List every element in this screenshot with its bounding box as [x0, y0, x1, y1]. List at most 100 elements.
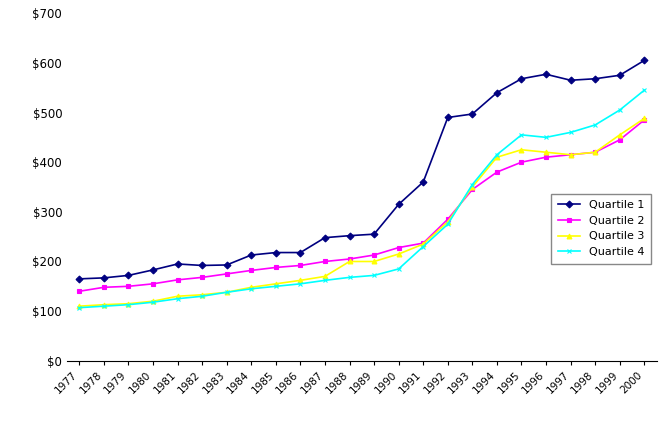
- Quartile 3: [247, 285, 255, 290]
- Quartile 1: [370, 231, 378, 237]
- Quartile 2: [75, 289, 83, 294]
- Quartile 3: [222, 290, 230, 295]
- Quartile 1: [100, 275, 108, 281]
- Legend: Quartile 1, Quartile 2, Quartile 3, Quartile 4: Quartile 1, Quartile 2, Quartile 3, Quar…: [551, 194, 651, 264]
- Quartile 4: [468, 182, 476, 187]
- Quartile 2: [296, 263, 304, 268]
- Quartile 1: [542, 72, 550, 77]
- Quartile 1: [493, 90, 501, 95]
- Quartile 3: [567, 152, 575, 158]
- Quartile 1: [567, 77, 575, 83]
- Quartile 3: [542, 150, 550, 155]
- Quartile 4: [125, 302, 133, 307]
- Quartile 2: [395, 245, 403, 250]
- Quartile 2: [493, 169, 501, 175]
- Quartile 1: [149, 267, 157, 272]
- Quartile 2: [272, 265, 280, 270]
- Quartile 4: [346, 275, 354, 280]
- Quartile 4: [517, 132, 525, 137]
- Quartile 4: [395, 266, 403, 271]
- Quartile 3: [321, 274, 329, 279]
- Quartile 2: [100, 285, 108, 290]
- Quartile 1: [174, 261, 182, 267]
- Quartile 3: [444, 219, 452, 224]
- Quartile 1: [321, 235, 329, 240]
- Quartile 2: [174, 277, 182, 282]
- Quartile 4: [641, 88, 649, 93]
- Quartile 4: [321, 278, 329, 283]
- Quartile 4: [493, 152, 501, 158]
- Quartile 3: [100, 302, 108, 307]
- Line: Quartile 2: Quartile 2: [77, 117, 647, 294]
- Quartile 1: [272, 250, 280, 255]
- Quartile 4: [370, 273, 378, 278]
- Quartile 1: [346, 233, 354, 238]
- Quartile 4: [591, 122, 599, 128]
- Quartile 1: [468, 111, 476, 117]
- Quartile 1: [247, 253, 255, 258]
- Quartile 2: [222, 271, 230, 276]
- Quartile 3: [125, 301, 133, 306]
- Quartile 3: [149, 299, 157, 304]
- Quartile 2: [321, 259, 329, 264]
- Quartile 1: [222, 262, 230, 268]
- Quartile 1: [517, 76, 525, 81]
- Quartile 2: [125, 284, 133, 289]
- Quartile 3: [591, 150, 599, 155]
- Quartile 2: [542, 154, 550, 160]
- Quartile 3: [616, 132, 624, 137]
- Quartile 3: [198, 292, 206, 297]
- Quartile 2: [444, 216, 452, 222]
- Quartile 2: [517, 160, 525, 165]
- Quartile 3: [370, 259, 378, 264]
- Quartile 1: [125, 273, 133, 278]
- Quartile 1: [444, 115, 452, 120]
- Quartile 3: [641, 116, 649, 121]
- Quartile 4: [149, 300, 157, 305]
- Quartile 3: [272, 281, 280, 286]
- Quartile 4: [247, 286, 255, 291]
- Quartile 3: [517, 147, 525, 152]
- Quartile 3: [174, 293, 182, 299]
- Quartile 1: [419, 180, 427, 185]
- Quartile 2: [616, 137, 624, 143]
- Quartile 2: [419, 241, 427, 246]
- Quartile 2: [468, 187, 476, 192]
- Quartile 2: [641, 117, 649, 123]
- Quartile 4: [100, 304, 108, 309]
- Quartile 4: [174, 296, 182, 301]
- Quartile 1: [296, 250, 304, 255]
- Quartile 3: [493, 154, 501, 160]
- Quartile 3: [75, 304, 83, 309]
- Quartile 2: [567, 152, 575, 158]
- Quartile 3: [346, 259, 354, 264]
- Quartile 1: [395, 202, 403, 207]
- Quartile 4: [567, 130, 575, 135]
- Quartile 4: [419, 244, 427, 249]
- Quartile 4: [198, 293, 206, 299]
- Quartile 2: [591, 150, 599, 155]
- Line: Quartile 1: Quartile 1: [77, 58, 647, 281]
- Quartile 2: [198, 275, 206, 280]
- Quartile 4: [272, 284, 280, 289]
- Quartile 2: [247, 268, 255, 273]
- Quartile 1: [198, 263, 206, 268]
- Quartile 1: [591, 76, 599, 81]
- Quartile 1: [641, 58, 649, 63]
- Quartile 3: [468, 184, 476, 190]
- Quartile 2: [370, 253, 378, 258]
- Quartile 4: [444, 222, 452, 227]
- Quartile 3: [419, 242, 427, 247]
- Quartile 1: [616, 73, 624, 78]
- Quartile 1: [75, 276, 83, 282]
- Quartile 4: [296, 281, 304, 286]
- Quartile 4: [616, 107, 624, 113]
- Quartile 3: [395, 251, 403, 257]
- Quartile 3: [296, 278, 304, 283]
- Quartile 4: [75, 305, 83, 310]
- Quartile 4: [542, 135, 550, 140]
- Line: Quartile 3: Quartile 3: [77, 116, 647, 308]
- Quartile 2: [149, 281, 157, 286]
- Line: Quartile 4: Quartile 4: [77, 88, 647, 310]
- Quartile 4: [222, 290, 230, 295]
